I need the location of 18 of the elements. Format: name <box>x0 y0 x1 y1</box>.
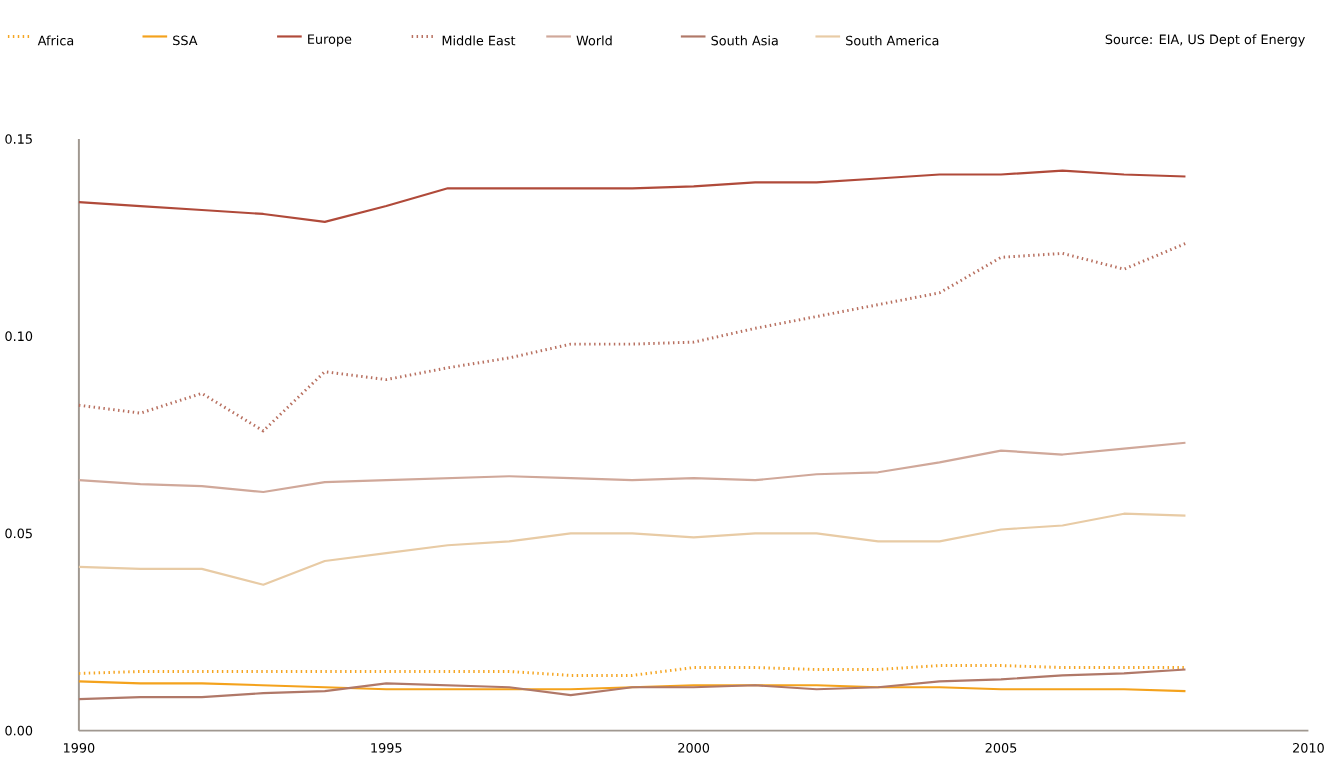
legend-label: Middle East <box>442 35 516 46</box>
x-tick-label: 1995 <box>371 742 402 753</box>
legend-label: Europe <box>308 34 352 47</box>
legend-label: SSA <box>173 35 198 46</box>
x-tick-label: 2010 <box>1293 742 1324 753</box>
x-tick-label: 1990 <box>63 742 95 753</box>
y-tick-label: 0.15 <box>5 134 32 144</box>
legend-label: South America <box>846 35 939 46</box>
x-tick-label: 2000 <box>678 742 710 753</box>
source-note: Source: EIA, US Dept of Energy <box>1105 34 1305 47</box>
legend-label: Africa <box>37 35 74 46</box>
y-tick-label: 0.00 <box>5 725 33 736</box>
legend-label: World <box>576 35 612 46</box>
legend-label: South Asia <box>711 35 778 46</box>
x-tick-label: 2005 <box>985 742 1017 753</box>
line-series <box>77 512 1187 586</box>
y-tick-label: 0.05 <box>5 528 32 539</box>
y-tick-label: 0.10 <box>5 331 33 342</box>
